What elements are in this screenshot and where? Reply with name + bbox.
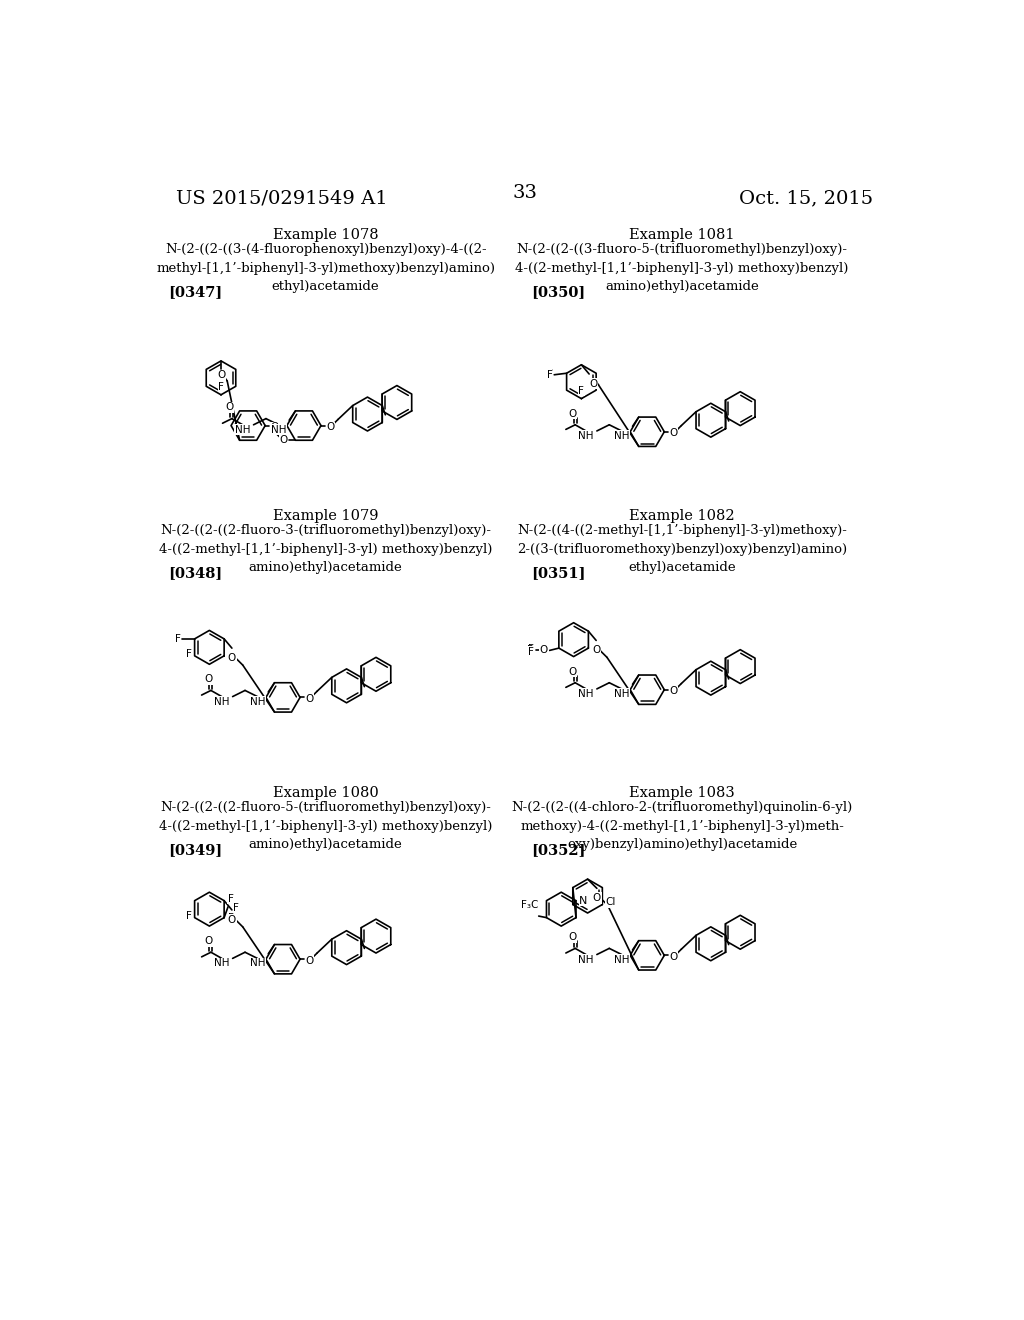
Text: Example 1078: Example 1078: [272, 227, 379, 242]
Text: O: O: [205, 675, 213, 684]
Text: O: O: [568, 667, 577, 677]
Text: NH: NH: [579, 689, 594, 698]
Text: O: O: [327, 422, 335, 432]
Text: O: O: [589, 379, 597, 388]
Text: N-(2-((2-((2-fluoro-5-(trifluoromethyl)benzyl)oxy)-
4-((2-methyl-[1,1’-biphenyl]: N-(2-((2-((2-fluoro-5-(trifluoromethyl)b…: [159, 801, 493, 851]
Text: US 2015/0291549 A1: US 2015/0291549 A1: [176, 190, 388, 207]
Text: NH: NH: [250, 958, 265, 969]
Text: N-(2-((2-((4-chloro-2-(trifluoromethyl)quinolin-6-yl)
methoxy)-4-((2-methyl-[1,1: N-(2-((2-((4-chloro-2-(trifluoromethyl)q…: [512, 801, 853, 851]
Text: F: F: [185, 649, 191, 659]
Text: Oct. 15, 2015: Oct. 15, 2015: [739, 190, 873, 207]
Text: O: O: [670, 952, 678, 962]
Text: F: F: [218, 381, 224, 392]
Text: NH: NH: [614, 430, 630, 441]
Text: Example 1082: Example 1082: [630, 508, 735, 523]
Text: O: O: [568, 932, 577, 942]
Text: N-(2-((2-((2-fluoro-3-(trifluoromethyl)benzyl)oxy)-
4-((2-methyl-[1,1’-biphenyl]: N-(2-((2-((2-fluoro-3-(trifluoromethyl)b…: [159, 524, 493, 574]
Text: NH: NH: [214, 697, 229, 706]
Text: O: O: [270, 422, 279, 432]
Text: NH: NH: [579, 430, 594, 441]
Text: O: O: [670, 428, 678, 438]
Text: [0347]: [0347]: [168, 285, 222, 298]
Text: [0349]: [0349]: [168, 843, 222, 857]
Text: F: F: [528, 647, 535, 656]
Text: [0348]: [0348]: [168, 566, 222, 579]
Text: O: O: [227, 915, 236, 924]
Text: O: O: [305, 956, 313, 966]
Text: F: F: [175, 635, 180, 644]
Text: [0350]: [0350]: [531, 285, 586, 298]
Text: [0352]: [0352]: [531, 843, 586, 857]
Text: N: N: [580, 896, 588, 906]
Text: O: O: [280, 436, 288, 445]
Text: F: F: [173, 634, 179, 644]
Text: N-(2-((4-((2-methyl-[1,1’-biphenyl]-3-yl)methoxy)-
2-((3-(trifluoromethoxy)benzy: N-(2-((4-((2-methyl-[1,1’-biphenyl]-3-yl…: [517, 524, 847, 574]
Text: Cl: Cl: [605, 898, 615, 907]
Text: F: F: [175, 634, 180, 644]
Text: O: O: [592, 645, 600, 655]
Text: NH: NH: [614, 689, 630, 698]
Text: Example 1079: Example 1079: [272, 508, 379, 523]
Text: Example 1081: Example 1081: [630, 227, 735, 242]
Text: F₃C: F₃C: [520, 900, 538, 911]
Text: F: F: [228, 894, 233, 904]
Text: Example 1080: Example 1080: [272, 785, 379, 800]
Text: F: F: [526, 645, 532, 656]
Text: NH: NH: [579, 954, 594, 965]
Text: O: O: [593, 892, 601, 903]
Text: F: F: [528, 644, 535, 655]
Text: F: F: [547, 370, 553, 379]
Text: [0351]: [0351]: [531, 566, 586, 579]
Text: O: O: [670, 686, 678, 696]
Text: O: O: [305, 694, 313, 704]
Text: O: O: [227, 653, 236, 663]
Text: 33: 33: [512, 183, 538, 202]
Text: Example 1083: Example 1083: [630, 785, 735, 800]
Text: N-(2-((2-((3-fluoro-5-(trifluoromethyl)benzyl)oxy)-
4-((2-methyl-[1,1’-biphenyl]: N-(2-((2-((3-fluoro-5-(trifluoromethyl)b…: [515, 243, 849, 293]
Text: O: O: [217, 370, 225, 380]
Text: F: F: [545, 370, 551, 380]
Text: F: F: [547, 370, 553, 380]
Text: F: F: [233, 903, 240, 913]
Text: NH: NH: [250, 697, 265, 706]
Text: O: O: [225, 403, 233, 412]
Text: NH: NH: [234, 425, 251, 434]
Text: O: O: [540, 645, 548, 656]
Text: O: O: [205, 936, 213, 946]
Text: F: F: [579, 385, 585, 396]
Text: F: F: [185, 911, 191, 921]
Text: O: O: [568, 409, 577, 418]
Text: NH: NH: [270, 425, 286, 434]
Text: F: F: [228, 913, 233, 923]
Text: NH: NH: [614, 954, 630, 965]
Text: NH: NH: [214, 958, 229, 969]
Text: N-(2-((2-((3-(4-fluorophenoxyl)benzyl)oxy)-4-((2-
methyl-[1,1’-biphenyl]-3-yl)me: N-(2-((2-((3-(4-fluorophenoxyl)benzyl)ox…: [156, 243, 496, 293]
